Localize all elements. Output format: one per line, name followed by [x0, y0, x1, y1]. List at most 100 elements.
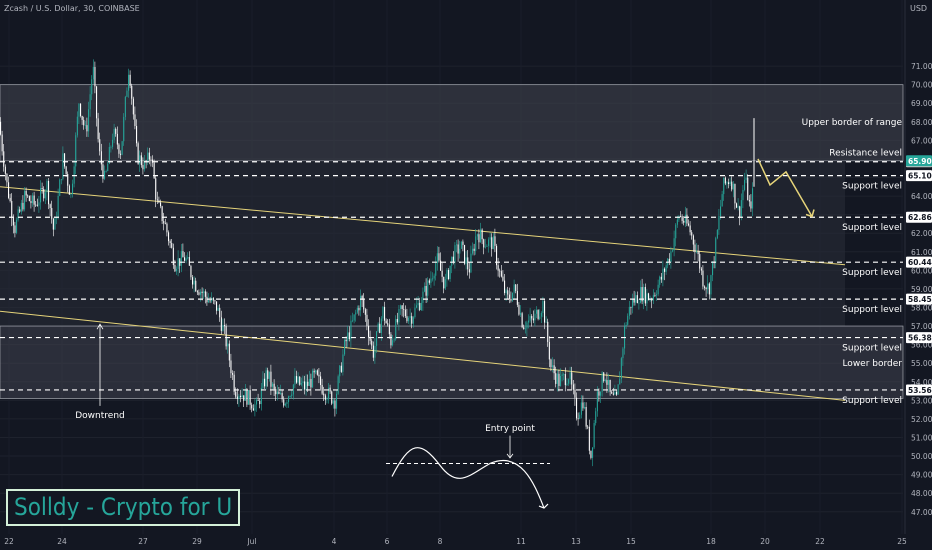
- candle-body: [75, 135, 77, 167]
- price-tag-bg: [906, 211, 932, 223]
- candle-body: [676, 219, 678, 225]
- candle-body: [140, 155, 142, 166]
- candle-body: [723, 177, 725, 195]
- candle-body: [260, 387, 262, 405]
- candle-body: [217, 307, 219, 311]
- candle-body: [564, 374, 566, 386]
- candle-body: [579, 414, 581, 419]
- candle-body: [240, 395, 242, 398]
- candle-body: [678, 216, 680, 220]
- candle-body: [328, 387, 330, 400]
- candle-body: [374, 345, 376, 358]
- candle-body: [144, 160, 146, 170]
- price-levels: [0, 161, 903, 391]
- candle-body: [59, 179, 61, 196]
- candle-body: [283, 399, 285, 406]
- candle-body: [36, 204, 38, 206]
- y-tick-label: 60.00: [911, 266, 932, 275]
- candle-body: [448, 270, 450, 280]
- candle-body: [166, 223, 168, 233]
- candle-body: [627, 315, 629, 325]
- candle-body: [499, 270, 501, 272]
- y-tick-label: 68.00: [911, 118, 932, 127]
- candle-body: [518, 304, 520, 315]
- candle-body: [414, 307, 416, 318]
- candle-body: [569, 372, 571, 380]
- candle-body: [142, 165, 144, 170]
- candle-body: [408, 317, 410, 322]
- candle-body: [49, 204, 51, 208]
- candle-body: [632, 298, 634, 308]
- candle-body: [22, 202, 24, 210]
- support-label: Support level: [842, 223, 902, 233]
- drawings: Downtrend Entry point: [75, 158, 815, 509]
- candle-body: [97, 118, 99, 140]
- candle-body: [720, 206, 722, 217]
- candle-body: [561, 374, 563, 376]
- candle-body: [553, 365, 555, 374]
- candle-body: [315, 370, 317, 373]
- candle-body: [425, 286, 427, 296]
- candle-body: [640, 287, 642, 303]
- candle-body: [206, 296, 208, 303]
- candle-body: [56, 217, 58, 219]
- candle-body: [326, 399, 328, 401]
- candle-body: [718, 216, 720, 230]
- candle-body: [416, 305, 418, 308]
- candle-body: [382, 306, 384, 319]
- candle-body: [473, 248, 475, 251]
- x-tick-label: Jul: [246, 537, 256, 546]
- candle-body: [428, 280, 430, 283]
- candle-body: [577, 418, 579, 420]
- last-price-tag: 65.90: [908, 157, 932, 166]
- candle-body: [420, 302, 422, 311]
- candle-body: [515, 284, 517, 291]
- candle-body: [86, 125, 88, 132]
- candle-body: [216, 301, 218, 311]
- candle-body: [267, 370, 269, 379]
- candle-body: [745, 177, 747, 180]
- y-tick-label: 49.00: [911, 471, 932, 480]
- upper-border-label: Upper border of range: [802, 118, 903, 128]
- candle-body: [555, 373, 557, 384]
- x-tick-label: 18: [706, 537, 716, 546]
- downtrend-arrowhead: [96, 323, 104, 330]
- candle-body: [353, 314, 355, 321]
- range-zones: [0, 84, 904, 399]
- candle-body: [334, 400, 336, 409]
- scenario-arrowhead: [538, 503, 549, 509]
- candle-body: [176, 268, 178, 272]
- candle-body: [180, 251, 182, 266]
- time-axis[interactable]: 22 24 27 29 Jul 4 6 8 11 13 15 18 20 22 25: [4, 537, 907, 546]
- candle-body: [568, 379, 570, 384]
- candle-body: [280, 393, 282, 394]
- candle-body: [361, 295, 363, 300]
- candle-body: [660, 276, 662, 280]
- candle-body: [736, 203, 738, 208]
- candle-body: [204, 291, 206, 297]
- candle-body: [585, 407, 587, 427]
- candle-body: [508, 294, 510, 299]
- candle-body: [465, 257, 467, 264]
- symbol-header[interactable]: Zcash / U.S. Dollar, 30, COINBASE: [4, 4, 140, 13]
- candle-body: [102, 164, 104, 179]
- candle-body: [273, 383, 275, 390]
- candle-body: [308, 379, 310, 386]
- candle-body: [537, 310, 539, 319]
- candle-body: [750, 201, 752, 209]
- candle-body: [318, 374, 320, 377]
- candle-body: [592, 447, 594, 458]
- candle-body: [188, 257, 190, 266]
- candle-body: [398, 308, 400, 323]
- candle-body: [516, 290, 518, 305]
- trend-lines: [0, 186, 846, 401]
- candle-body: [363, 299, 365, 310]
- candle-body: [24, 190, 26, 210]
- candle-body: [513, 284, 515, 293]
- candle-body: [544, 301, 546, 323]
- candle-body: [291, 394, 293, 397]
- candle-body: [286, 402, 288, 404]
- candle-body: [132, 98, 134, 115]
